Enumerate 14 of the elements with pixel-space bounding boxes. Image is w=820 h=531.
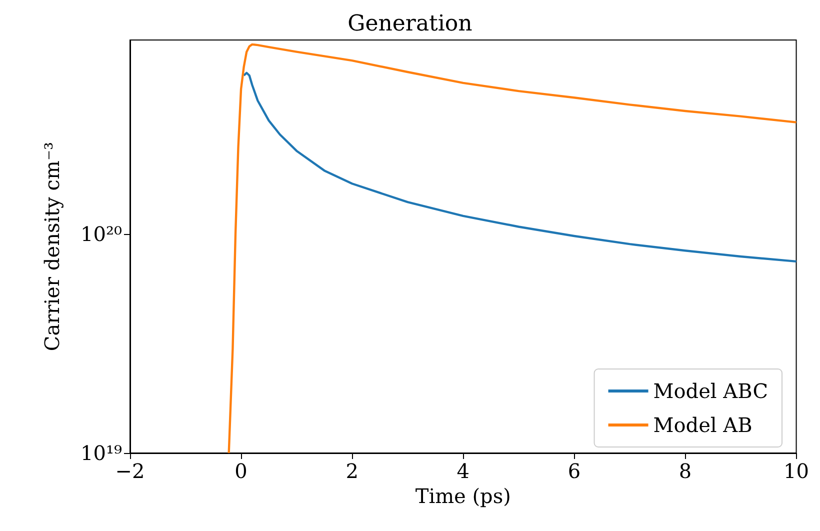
x-tick-label: 6 — [568, 459, 581, 483]
x-tick-label: 2 — [346, 459, 358, 483]
x-tick-label: 0 — [234, 459, 248, 483]
y-axis-title: Carrier density cm⁻³ — [40, 142, 64, 352]
x-tick-label: 8 — [678, 459, 692, 483]
x-tick-label: 10 — [784, 459, 809, 483]
line-series — [228, 43, 798, 454]
y-tick-label: 10²⁰ — [80, 222, 122, 246]
chart-title: Generation — [348, 12, 472, 36]
x-tick-label: 4 — [456, 459, 470, 483]
x-axis-title: Time (ps) — [415, 484, 511, 508]
legend-label: Model AB — [653, 413, 752, 437]
legend-label: Model ABC — [653, 379, 768, 403]
line-series — [242, 72, 798, 263]
